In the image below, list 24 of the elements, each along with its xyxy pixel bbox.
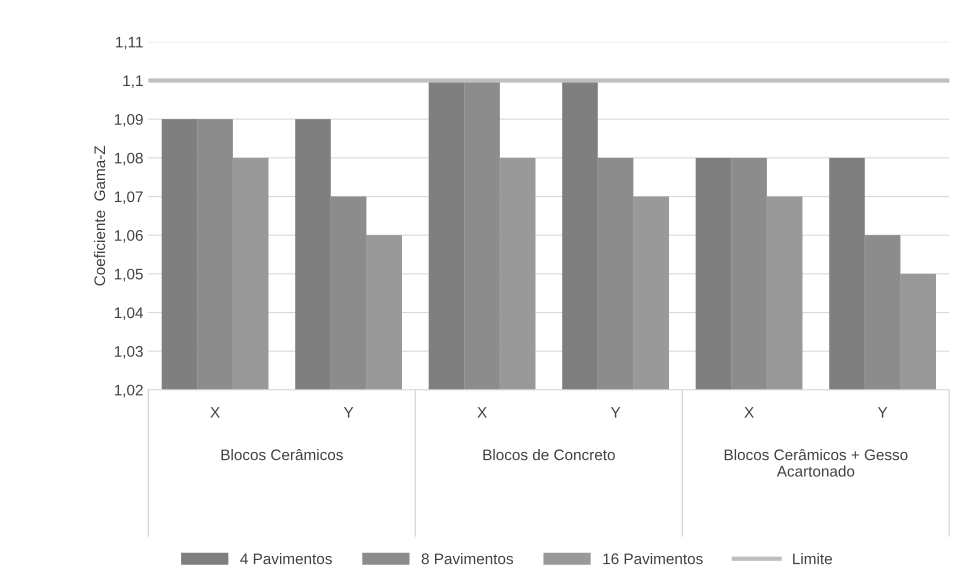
x-tick-label: X [477, 407, 487, 418]
y-tick-label: 1,07 [114, 191, 143, 204]
x-tick-label: Y [610, 407, 620, 418]
y-tick-label: 1,04 [114, 307, 144, 320]
x-tick-label: X [210, 407, 220, 418]
legend-label: Limite [793, 553, 832, 564]
x-tick-label: Y [344, 407, 354, 418]
y-tick-label: 1,02 [114, 384, 143, 398]
y-tick-label: 1,1 [123, 76, 143, 88]
y-tick-label: 1,05 [114, 268, 143, 282]
legend-label: 8 Pavimentos [422, 553, 514, 564]
y-tick-label: 1,08 [114, 152, 143, 166]
y-tick-label: 1,03 [114, 346, 143, 359]
text: Blocos Cerâmicos + Gesso Acartonado [724, 448, 908, 477]
y-tick-label: 1,11 [116, 36, 143, 50]
legend-label: 16 Pavimentos [603, 553, 703, 564]
legend-label: 4 Pavimentos [240, 553, 332, 564]
text: Blocos de Concreto [483, 449, 615, 460]
y-tick-label: 1,09 [114, 114, 143, 127]
y-axis-title: Coeficiente Gama-Z [94, 146, 106, 286]
text: Blocos Cerâmicos [222, 448, 343, 460]
x-tick-label: X [744, 407, 754, 418]
y-tick-label: 1,06 [114, 230, 143, 243]
x-tick-label: Y [878, 407, 888, 418]
